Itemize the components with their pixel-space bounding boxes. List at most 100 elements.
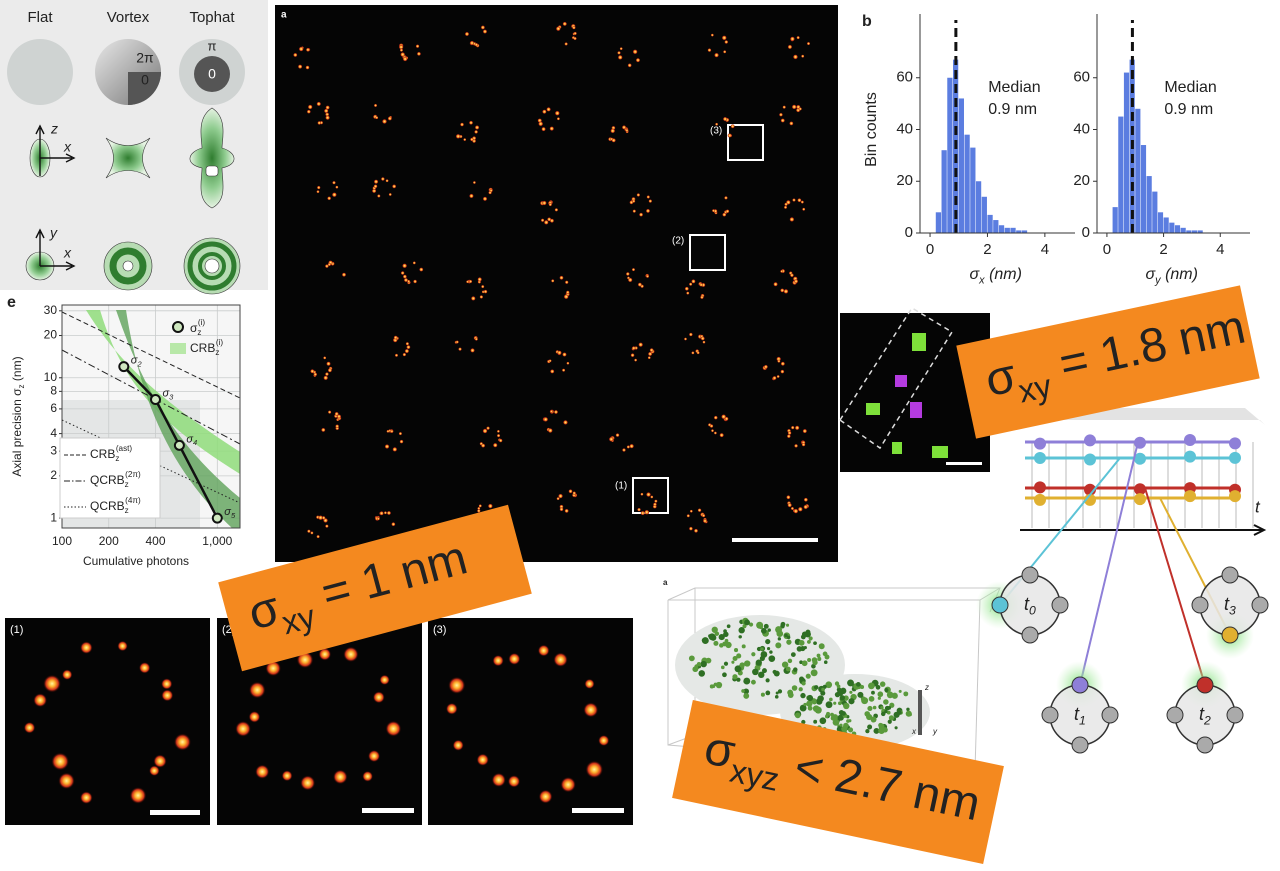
track-node <box>1084 434 1096 447</box>
spot <box>480 443 486 448</box>
spot <box>722 116 728 122</box>
point-label: σ4 <box>186 433 197 447</box>
spot <box>632 49 638 55</box>
dot <box>759 625 763 630</box>
spot <box>393 335 398 340</box>
track-node <box>1034 451 1046 464</box>
spot <box>80 641 93 654</box>
legend-label-part: (2π) <box>125 470 141 479</box>
bar <box>1174 225 1181 233</box>
point-label-part: σ <box>163 387 170 399</box>
point-label-part: 3 <box>169 392 174 401</box>
spot <box>469 137 474 142</box>
spot <box>546 106 551 112</box>
spot <box>637 507 642 512</box>
track-node <box>1034 481 1046 494</box>
spot <box>480 25 486 30</box>
spot <box>406 344 411 350</box>
dot <box>734 665 742 673</box>
spot <box>452 739 464 751</box>
spot <box>645 208 651 214</box>
spot <box>297 64 303 69</box>
spot <box>783 205 788 210</box>
spot <box>445 702 458 715</box>
spot <box>560 776 576 793</box>
bar <box>993 220 999 233</box>
spot <box>153 754 167 768</box>
spot <box>463 137 467 142</box>
spot <box>566 361 570 365</box>
spot <box>538 789 553 804</box>
bar <box>1123 72 1130 233</box>
spot <box>548 202 553 207</box>
spot <box>688 526 693 531</box>
spot <box>608 436 614 442</box>
spot <box>482 196 488 202</box>
spot <box>478 504 482 508</box>
dot <box>692 666 699 673</box>
spot <box>399 48 404 52</box>
legend-label: QCRBz(2π) <box>90 470 141 489</box>
track-node <box>1034 437 1046 450</box>
y-tick-label: 0 <box>905 224 913 241</box>
roi-box <box>689 234 726 271</box>
spot <box>404 348 410 354</box>
clock-knob <box>1221 566 1239 584</box>
dot <box>713 682 718 687</box>
spot <box>381 118 388 125</box>
spot <box>619 47 623 51</box>
spot <box>553 409 559 415</box>
dot <box>889 702 895 708</box>
spot <box>161 678 173 690</box>
bar <box>981 196 987 233</box>
spot <box>598 734 610 747</box>
spot <box>631 199 636 203</box>
dot <box>767 628 771 632</box>
dot <box>837 714 844 721</box>
axis-label: x <box>63 245 72 261</box>
zoom-label: (3) <box>433 624 446 636</box>
spot <box>777 359 781 363</box>
spot <box>626 445 631 449</box>
zoom-panels: (1) (2) (3) <box>5 618 633 825</box>
spot <box>316 190 320 194</box>
spot <box>794 443 799 448</box>
spot <box>331 192 337 198</box>
legend-label: QCRBz(4π) <box>90 496 141 515</box>
spot <box>652 502 657 507</box>
dot <box>742 624 747 629</box>
y-tick-label: 2 <box>50 468 57 482</box>
y-tick-label: 6 <box>50 401 57 415</box>
dot <box>906 707 910 712</box>
spot <box>398 431 403 436</box>
spot <box>412 261 416 265</box>
spot <box>585 760 604 779</box>
dot <box>743 688 750 695</box>
spot <box>573 36 577 41</box>
psf-hole <box>205 165 219 177</box>
dot <box>826 711 830 716</box>
dot <box>879 681 886 687</box>
crb-band <box>116 310 240 528</box>
spot <box>780 361 786 366</box>
dot <box>708 633 716 641</box>
track-node <box>1229 490 1241 503</box>
phase-tophat-inner <box>194 56 230 92</box>
spot <box>802 207 806 211</box>
x-tick-label: 0 <box>1103 241 1111 258</box>
spot <box>548 359 552 363</box>
spot <box>402 56 408 62</box>
spot <box>892 442 902 454</box>
spot <box>248 681 266 699</box>
bar <box>1191 230 1198 233</box>
dot <box>841 711 846 716</box>
dot <box>875 684 881 690</box>
psf-ring <box>198 252 226 280</box>
dot <box>873 727 880 734</box>
clock-label: t2 <box>1199 704 1211 728</box>
dot <box>801 631 808 638</box>
dot <box>848 698 855 705</box>
bar <box>1169 222 1175 233</box>
crb-band <box>86 310 240 474</box>
dot <box>787 658 793 664</box>
